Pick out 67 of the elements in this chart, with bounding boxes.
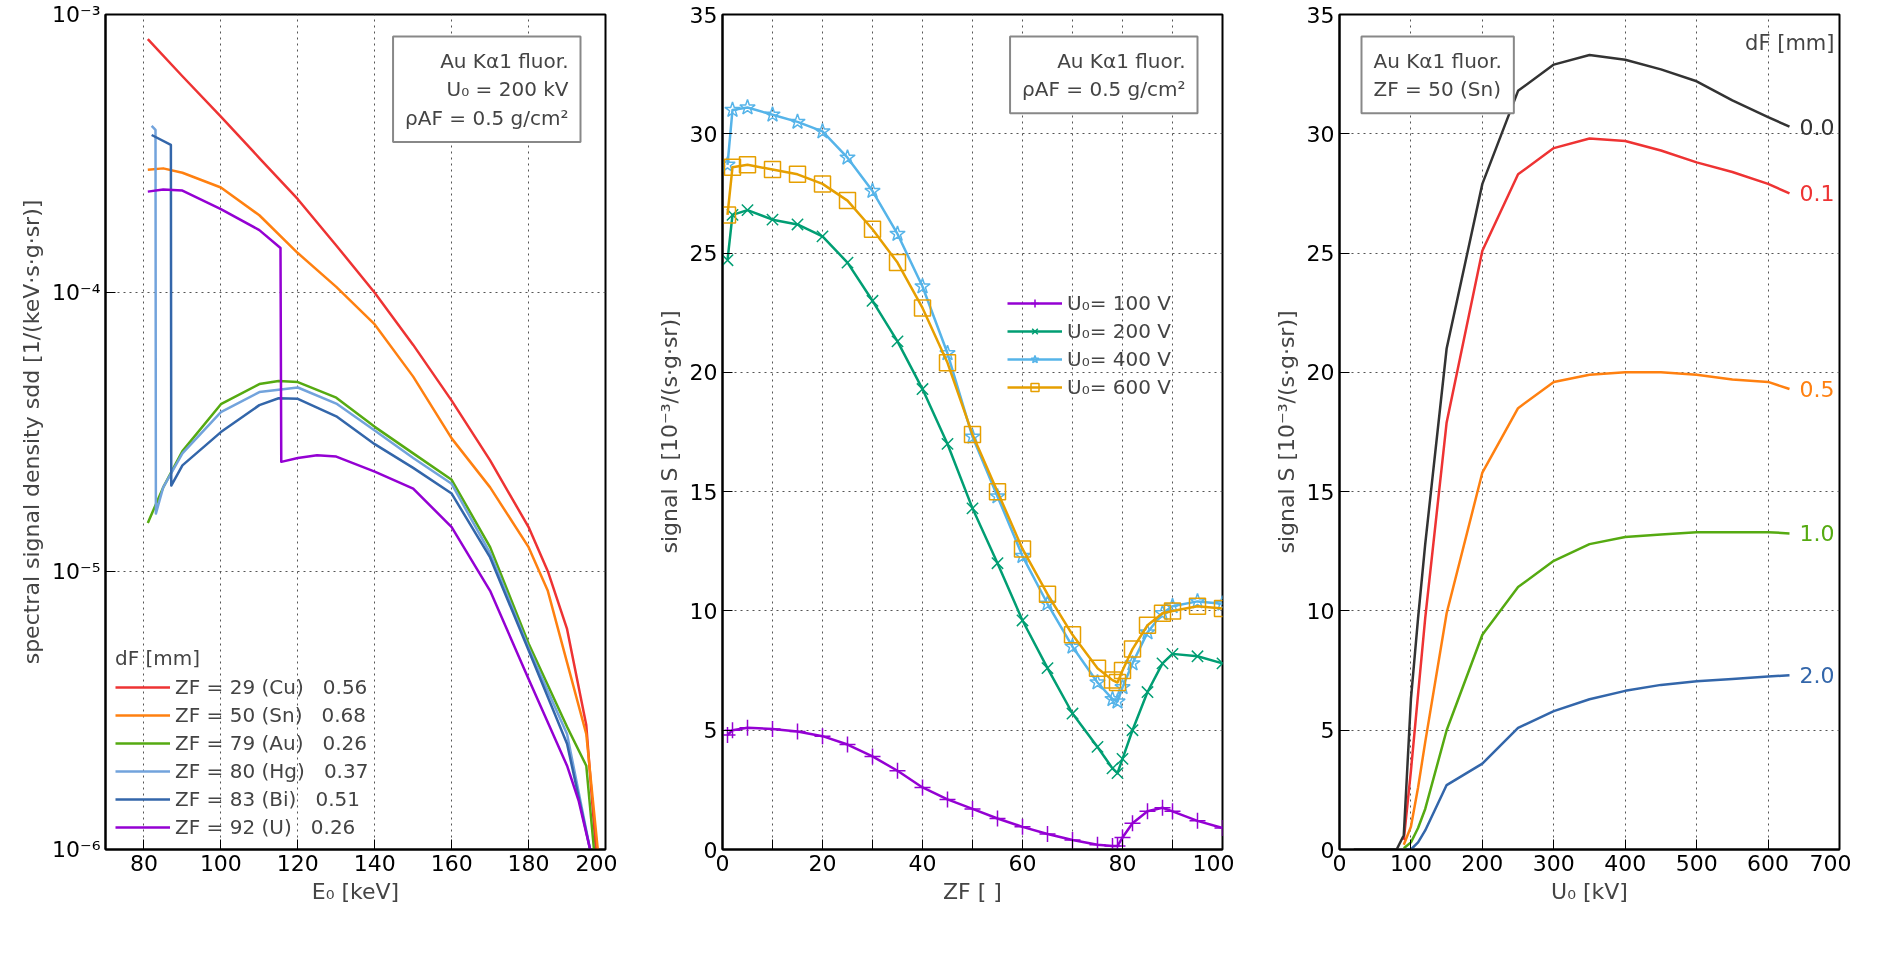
x-tick-label: 140 <box>353 850 396 876</box>
y-tick-label: 10⁻⁶ <box>52 837 101 862</box>
x-tick-label: 180 <box>507 850 550 876</box>
legend-label: U₀= 400 V <box>1067 347 1171 371</box>
legend-label: ZF = 79 (Au) 0.26 <box>175 731 368 755</box>
x-tick-label: 200 <box>575 850 618 876</box>
legend-label: U₀= 200 V <box>1067 319 1171 343</box>
x-tick-label: 500 <box>1675 850 1718 876</box>
annotation: Au Kα1 fluor. <box>1057 48 1186 73</box>
x-tick-label: 400 <box>1604 850 1647 876</box>
annotation: U₀ = 200 kV <box>446 77 569 102</box>
y-tick-label: 10⁻³ <box>52 2 101 27</box>
legend-title: dF [mm] <box>115 646 202 670</box>
y-tick-label: 25 <box>1306 241 1335 267</box>
series-label: 2.0 <box>1799 663 1835 689</box>
series-label: 0.0 <box>1799 114 1835 140</box>
annotation: ZF = 50 (Sn) <box>1373 77 1501 102</box>
legend-label: U₀= 100 V <box>1067 291 1171 315</box>
legend-label: ZF = 29 (Cu) 0.56 <box>175 675 368 699</box>
legend-title: dF [mm] <box>1745 30 1835 55</box>
y-axis-title: signal S [10⁻³/(s·g·sr)] <box>1273 310 1299 554</box>
x-tick-label: 20 <box>808 850 837 876</box>
y-tick-label: 20 <box>689 360 718 386</box>
x-axis-title: ZF [ ] <box>943 878 1002 904</box>
x-tick-label: 160 <box>430 850 473 876</box>
y-tick-label: 35 <box>689 2 718 28</box>
x-tick-label: 700 <box>1809 850 1852 876</box>
annotation: Au Kα1 fluor. <box>440 48 569 73</box>
x-tick-label: 60 <box>1008 850 1037 876</box>
x-tick-label: 600 <box>1747 850 1790 876</box>
y-tick-label: 30 <box>689 121 718 147</box>
y-tick-label: 30 <box>1306 121 1335 147</box>
legend-label: ZF = 80 (Hg) 0.37 <box>175 759 369 783</box>
legend-label: ZF = 83 (Bi) 0.51 <box>175 787 360 811</box>
series-label: 0.5 <box>1799 377 1835 403</box>
x-tick-label: 100 <box>1192 850 1235 876</box>
series-label: 1.0 <box>1799 521 1835 547</box>
x-tick-label: 300 <box>1532 850 1575 876</box>
x-tick-label: 200 <box>1461 850 1504 876</box>
x-tick-label: 80 <box>1108 850 1137 876</box>
x-tick-label: 80 <box>129 850 158 876</box>
legend-label: U₀= 600 V <box>1067 375 1171 399</box>
y-tick-label: 20 <box>1306 360 1335 386</box>
x-tick-label: 100 <box>199 850 242 876</box>
y-tick-label: 25 <box>689 241 718 267</box>
y-tick-label: 10⁻⁵ <box>52 558 101 584</box>
legend-label: ZF = 50 (Sn) 0.68 <box>175 703 367 727</box>
series-label: 0.1 <box>1799 181 1835 207</box>
y-tick-label: 10 <box>1306 598 1335 624</box>
y-tick-label: 5 <box>1320 718 1335 744</box>
y-tick-label: 10 <box>689 598 718 624</box>
x-axis-title: E₀ [keV] <box>311 878 400 904</box>
y-tick-label: 35 <box>1306 2 1335 28</box>
x-tick-label: 100 <box>1389 850 1432 876</box>
annotation: ρAF = 0.5 g/cm² <box>1022 77 1186 102</box>
y-tick-label: 5 <box>703 718 718 744</box>
y-tick-label: 15 <box>689 479 718 505</box>
x-axis-title: U₀ [kV] <box>1551 878 1628 904</box>
y-tick-label: 10⁻⁴ <box>52 280 101 306</box>
x-tick-label: 40 <box>908 850 937 876</box>
annotation: ρAF = 0.5 g/cm² <box>405 106 569 131</box>
y-axis-title: spectral signal density sdd [1/(keV·s·g·sr)] <box>19 199 45 665</box>
x-tick-label: 120 <box>276 850 319 876</box>
annotation: Au Kα1 fluor. <box>1373 48 1502 73</box>
y-tick-label: 15 <box>1306 479 1335 505</box>
legend-label: ZF = 92 (U) 0.26 <box>175 815 356 839</box>
y-axis-title: signal S [10⁻³/(s·g·sr)] <box>656 310 682 554</box>
